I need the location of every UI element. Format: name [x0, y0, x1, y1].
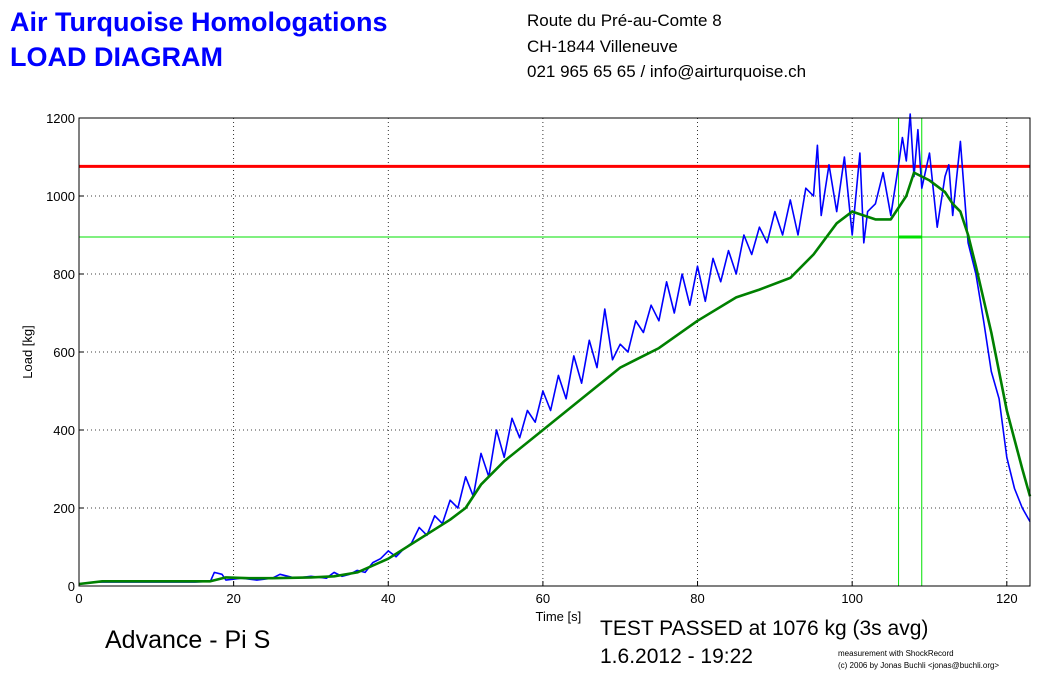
test-date: 1.6.2012 - 19:22 — [600, 645, 753, 668]
series — [78, 113, 1032, 586]
x-tick-label: 20 — [226, 591, 240, 606]
y-tick-label: 0 — [68, 579, 75, 594]
address-contact: 021 965 65 65 / info@airturquoise.ch — [527, 62, 807, 81]
y-tick-label: 400 — [53, 423, 75, 438]
app-title: Air Turquoise Homologations — [10, 7, 388, 37]
address-street: Route du Pré-au-Comte 8 — [527, 11, 722, 30]
y-tick-label: 200 — [53, 501, 75, 516]
credit-line-2: (c) 2006 by Jonas Buchli <jonas@buchli.o… — [838, 661, 1000, 670]
reference-lines — [79, 118, 1030, 586]
grid — [79, 118, 1030, 586]
credit-line-1: measurement with ShockRecord — [838, 649, 954, 658]
x-tick-label: 120 — [996, 591, 1018, 606]
x-tick-label: 40 — [381, 591, 395, 606]
diagram-title: LOAD DIAGRAM — [10, 42, 223, 72]
x-tick-label: 80 — [690, 591, 704, 606]
average-load-series — [78, 171, 1032, 586]
product-name: Advance - Pi S — [105, 626, 271, 654]
x-tick-label: 60 — [536, 591, 550, 606]
raw-load-series — [78, 113, 1031, 585]
y-tick-label: 1000 — [46, 189, 75, 204]
address-city: CH-1844 Villeneuve — [527, 37, 678, 56]
test-result: TEST PASSED at 1076 kg (3s avg) — [600, 617, 929, 640]
y-axis-label: Load [kg] — [20, 325, 35, 379]
x-tick-label: 0 — [75, 591, 82, 606]
y-tick-label: 600 — [53, 345, 75, 360]
y-tick-label: 800 — [53, 267, 75, 282]
y-tick-label: 1200 — [46, 111, 75, 126]
x-tick-label: 100 — [841, 591, 863, 606]
x-axis-label: Time [s] — [535, 609, 581, 624]
